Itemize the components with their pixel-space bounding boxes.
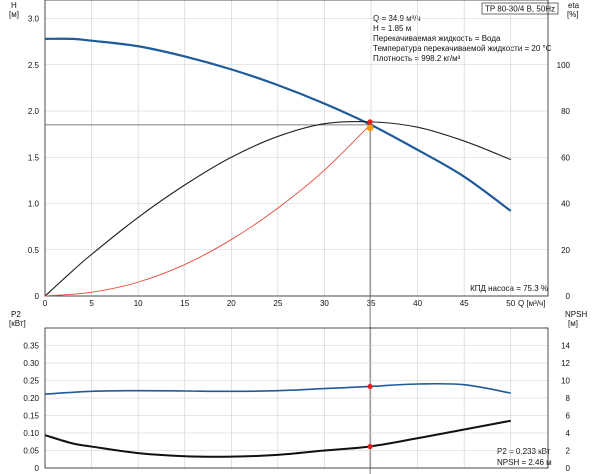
- top-left-axis-unit: [м]: [9, 10, 19, 19]
- top-left-tick-label: 1.0: [28, 200, 40, 209]
- bottom-left-axis-name: P2: [11, 310, 21, 319]
- top-x-tick-label: 50: [506, 299, 515, 308]
- operating-point-marker-h: [366, 124, 374, 132]
- bottom-right-tick-label: 0: [566, 464, 571, 473]
- top-right-tick-label: 40: [561, 200, 570, 209]
- top-right-tick-label: 60: [561, 153, 570, 162]
- bottom-left-tick-label: 0.25: [23, 377, 39, 386]
- bottom-left-tick-label: 0.05: [23, 447, 39, 456]
- bottom-left-tick-label: 0.20: [23, 394, 39, 403]
- bottom-right-axis-unit: [м]: [568, 319, 578, 328]
- series-eta-line: [44, 121, 511, 297]
- top-right-tick-label: 0: [566, 292, 571, 301]
- top-x-axis-label: Q [м³/ч]: [518, 299, 545, 308]
- operating-info: Q = 34.9 м³/ч H = 1.85 м Перекачиваемая …: [373, 14, 552, 63]
- top-x-tick-label: 30: [320, 299, 329, 308]
- efficiency-label: КПД насоса = 75.3 %: [470, 284, 548, 293]
- top-x-tick-label: 5: [89, 299, 94, 308]
- bottom-right-tick-label: 4: [566, 429, 571, 438]
- top-right-tick-label: 100: [557, 61, 571, 70]
- bottom-right-tick-label: 2: [566, 447, 571, 456]
- top-left-tick-label: 2.0: [28, 107, 40, 116]
- bottom-left-tick-label: 0.10: [23, 429, 39, 438]
- top-x-tick-label: 15: [180, 299, 189, 308]
- info-line-h: H = 1.85 м: [373, 24, 411, 33]
- top-left-axis-name: H: [11, 1, 17, 10]
- top-x-tick-label: 35: [367, 299, 376, 308]
- top-x-tick-label: 45: [460, 299, 469, 308]
- bottom-left-tick-label: 0.15: [23, 412, 39, 421]
- top-frame: [44, 0, 549, 297]
- bottom-left-tick-label: 0.35: [23, 342, 39, 351]
- top-left-tick-label: 3.0: [28, 15, 40, 24]
- bottom-right-tick-label: 14: [561, 342, 570, 351]
- top-x-tick-label: 10: [134, 299, 143, 308]
- info-line-fluid: Перекачиваемая жидкость = Вода: [373, 34, 501, 43]
- top-x-tick-label: 0: [43, 299, 48, 308]
- top-right-tick-label: 20: [561, 246, 570, 255]
- bottom-readouts: P2 = 0.233 кВт NPSH = 2.46 м: [497, 447, 552, 467]
- top-right-tick-label: 80: [561, 107, 570, 116]
- bottom-left-axis-unit: [кВт]: [9, 319, 26, 328]
- top-left-tick-label: 0: [35, 292, 40, 301]
- top-x-tick-label: 25: [273, 299, 282, 308]
- bottom-panel: 0 0.05 0.10 0.15 0.20 0.25 0.30 0.35 0 2 4 6 8 10 12 14: [23, 327, 571, 473]
- bottom-right-axis-name: NPSH: [565, 310, 587, 319]
- operating-point-marker-npsh: [367, 443, 373, 450]
- bottom-right-tick-label: 8: [566, 394, 571, 403]
- readout-npsh: NPSH = 2.46 м: [497, 458, 552, 467]
- series-NPSH-line: [44, 419, 511, 458]
- top-x-tick-label: 40: [413, 299, 422, 308]
- top-left-tick-label: 0.5: [28, 246, 40, 255]
- operating-point-marker-p2: [367, 383, 373, 390]
- top-x-tick-label: 20: [227, 299, 236, 308]
- chart-title: TP 80-30/4 B, 50Hz: [485, 5, 555, 14]
- bottom-frame: [44, 327, 549, 469]
- top-title-box: TP 80-30/4 B, 50Hz: [481, 2, 559, 15]
- top-right-axis-name: eta: [568, 1, 580, 10]
- info-line-density: Плотность = 998.2 кг/м³: [373, 54, 461, 63]
- bottom-left-tick-label: 0: [35, 464, 40, 473]
- info-line-temperature: Температура перекачиваемой жидкости = 20…: [373, 44, 552, 53]
- bottom-grid: [44, 328, 548, 469]
- series-system-line: [44, 124, 371, 297]
- bottom-left-tick-label: 0.30: [23, 359, 39, 368]
- operating-point-marker-eta: [367, 119, 373, 125]
- series-H-line: [44, 37, 512, 212]
- top-left-tick-label: 1.5: [28, 153, 40, 162]
- bottom-right-tick-label: 12: [561, 359, 570, 368]
- readout-p2: P2 = 0.233 кВт: [497, 447, 551, 456]
- bottom-right-tick-label: 10: [561, 377, 570, 386]
- top-right-axis-unit: [%]: [567, 10, 579, 19]
- bottom-right-tick-label: 6: [566, 412, 571, 421]
- top-left-tick-label: 2.5: [28, 61, 40, 70]
- series-P2-line: [44, 382, 511, 395]
